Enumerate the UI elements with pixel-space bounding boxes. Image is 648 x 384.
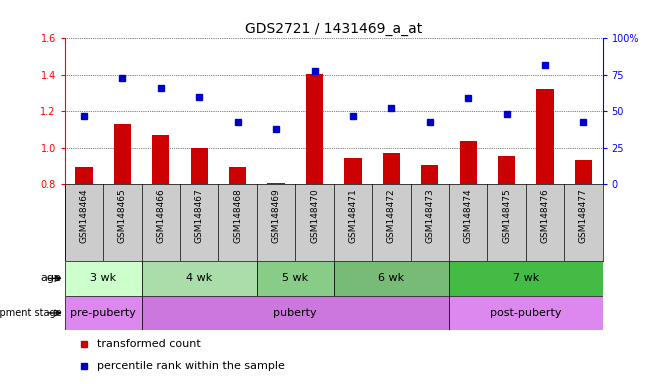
- Text: 4 wk: 4 wk: [186, 273, 213, 283]
- Bar: [114, 124, 131, 184]
- Bar: [306, 74, 323, 184]
- Text: GSM148468: GSM148468: [233, 188, 242, 243]
- Bar: [65, 296, 142, 330]
- Bar: [229, 167, 246, 184]
- Text: post-puberty: post-puberty: [490, 308, 562, 318]
- Text: GSM148467: GSM148467: [195, 188, 203, 243]
- Text: development stage: development stage: [0, 308, 62, 318]
- Bar: [449, 261, 603, 296]
- Bar: [498, 156, 515, 184]
- Bar: [383, 153, 400, 184]
- Bar: [459, 141, 477, 184]
- Title: GDS2721 / 1431469_a_at: GDS2721 / 1431469_a_at: [245, 22, 422, 36]
- Bar: [257, 261, 334, 296]
- Text: 5 wk: 5 wk: [283, 273, 308, 283]
- Bar: [191, 148, 208, 184]
- Text: puberty: puberty: [273, 308, 317, 318]
- Text: transformed count: transformed count: [97, 339, 201, 349]
- Text: GSM148474: GSM148474: [464, 188, 472, 243]
- Bar: [537, 89, 553, 184]
- Bar: [344, 158, 362, 184]
- Bar: [65, 261, 142, 296]
- Text: GSM148465: GSM148465: [118, 188, 127, 243]
- Text: GSM148469: GSM148469: [272, 188, 281, 243]
- Text: 6 wk: 6 wk: [378, 273, 404, 283]
- Bar: [449, 296, 603, 330]
- Text: GSM148476: GSM148476: [540, 188, 550, 243]
- Text: GSM148466: GSM148466: [156, 188, 165, 243]
- Text: percentile rank within the sample: percentile rank within the sample: [97, 361, 285, 371]
- Text: GSM148477: GSM148477: [579, 188, 588, 243]
- Text: 7 wk: 7 wk: [513, 273, 539, 283]
- Bar: [334, 261, 449, 296]
- Bar: [575, 160, 592, 184]
- Text: GSM148475: GSM148475: [502, 188, 511, 243]
- Bar: [142, 261, 257, 296]
- Bar: [75, 167, 93, 184]
- Bar: [142, 296, 449, 330]
- Bar: [421, 165, 439, 184]
- Text: GSM148470: GSM148470: [310, 188, 319, 243]
- Text: GSM148473: GSM148473: [425, 188, 434, 243]
- Text: pre-puberty: pre-puberty: [70, 308, 136, 318]
- Bar: [152, 135, 170, 184]
- Text: GSM148472: GSM148472: [387, 188, 396, 243]
- Text: age: age: [41, 273, 62, 283]
- Text: GSM148464: GSM148464: [80, 188, 89, 243]
- Text: GSM148471: GSM148471: [349, 188, 358, 243]
- Text: 3 wk: 3 wk: [90, 273, 116, 283]
